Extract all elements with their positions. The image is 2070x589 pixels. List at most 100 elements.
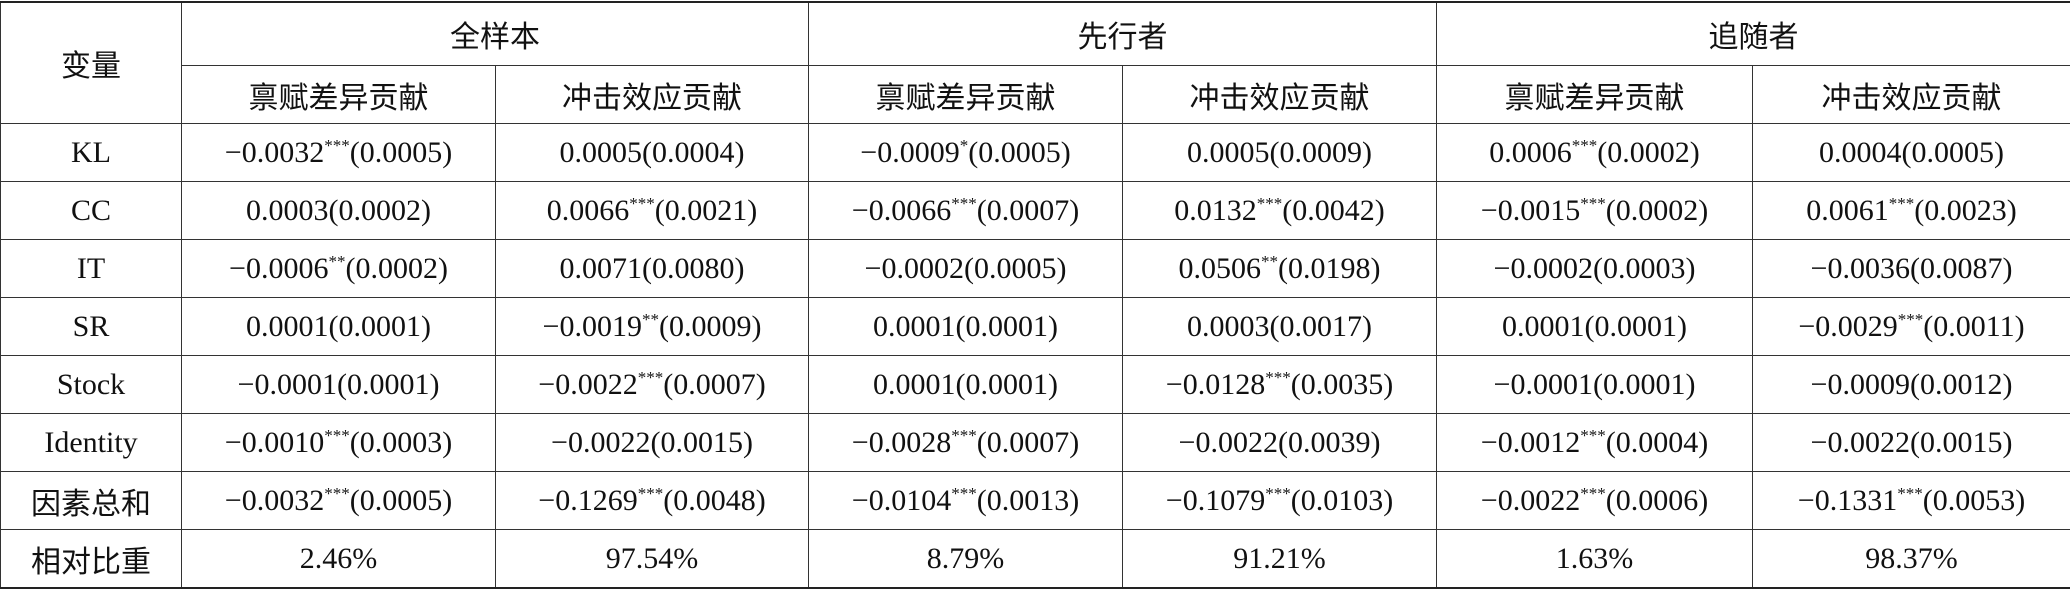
cell: 0.0005(0.0009) <box>1123 124 1437 182</box>
coefficient: −0.0012 <box>1481 426 1580 459</box>
coefficient: −0.0001 <box>1494 368 1593 401</box>
cell: 0.0003(0.0017) <box>1123 298 1437 356</box>
coefficient: 0.0066 <box>547 194 630 227</box>
significance: *** <box>1257 194 1283 213</box>
subheader: 禀赋差异贡献 <box>809 66 1123 124</box>
significance: *** <box>638 484 664 503</box>
coefficient: −0.0104 <box>852 484 951 517</box>
standard-error: (0.0003) <box>1593 252 1695 285</box>
standard-error: (0.0001) <box>337 368 439 401</box>
coefficient: 0.0132 <box>1174 194 1257 227</box>
header-row: 变量 全样本 先行者 追随者 <box>1 2 2070 66</box>
significance: *** <box>324 136 350 155</box>
significance: *** <box>951 194 977 213</box>
standard-error: (0.0001) <box>1585 310 1687 343</box>
significance: ** <box>642 310 659 329</box>
table-row: IT−0.0006**(0.0002)0.0071(0.0080)−0.0002… <box>1 240 2070 298</box>
standard-error: (0.0048) <box>663 484 765 517</box>
standard-error: (0.0005) <box>968 136 1070 169</box>
coefficient: −0.1331 <box>1798 484 1897 517</box>
standard-error: (0.0198) <box>1278 252 1380 285</box>
subheader: 冲击效应贡献 <box>1123 66 1437 124</box>
standard-error: (0.0009) <box>1270 136 1372 169</box>
coefficient: −0.0009 <box>1811 368 1910 401</box>
coefficient: 8.79% <box>927 542 1005 575</box>
cell: 0.0066***(0.0021) <box>496 182 809 240</box>
coefficient: 0.0003 <box>246 194 329 227</box>
cell: −0.0036(0.0087) <box>1753 240 2070 298</box>
coefficient: 1.63% <box>1556 542 1634 575</box>
standard-error: (0.0007) <box>977 426 1079 459</box>
standard-error: (0.0002) <box>345 252 447 285</box>
cell: 0.0003(0.0002) <box>182 182 496 240</box>
group-header: 全样本 <box>182 2 809 66</box>
row-label: KL <box>1 124 182 182</box>
cell: −0.0012***(0.0004) <box>1437 414 1753 472</box>
table-row: Stock−0.0001(0.0001)−0.0022***(0.0007)0.… <box>1 356 2070 414</box>
coefficient: −0.0010 <box>225 426 324 459</box>
cell: −0.0010***(0.0003) <box>182 414 496 472</box>
standard-error: (0.0021) <box>655 194 757 227</box>
cell: −0.0104***(0.0013) <box>809 472 1123 530</box>
coefficient: −0.0002 <box>865 252 964 285</box>
standard-error: (0.0004) <box>642 136 744 169</box>
coefficient: 0.0001 <box>873 368 956 401</box>
standard-error: (0.0007) <box>663 368 765 401</box>
coefficient: −0.0022 <box>538 368 637 401</box>
cell: −0.0066***(0.0007) <box>809 182 1123 240</box>
significance: *** <box>324 426 350 445</box>
row-label: IT <box>1 240 182 298</box>
significance: *** <box>1580 194 1606 213</box>
coefficient: −0.0022 <box>551 426 650 459</box>
coefficient: 2.46% <box>300 542 378 575</box>
standard-error: (0.0004) <box>1606 426 1708 459</box>
standard-error: (0.0002) <box>329 194 431 227</box>
significance: *** <box>1889 194 1915 213</box>
cell: −0.0002(0.0005) <box>809 240 1123 298</box>
cell: 0.0001(0.0001) <box>1437 298 1753 356</box>
significance: *** <box>1898 310 1924 329</box>
standard-error: (0.0087) <box>1910 252 2012 285</box>
standard-error: (0.0001) <box>956 368 1058 401</box>
significance: *** <box>1580 484 1606 503</box>
cell: 0.0506**(0.0198) <box>1123 240 1437 298</box>
cell: 8.79% <box>809 530 1123 589</box>
coefficient: −0.0032 <box>225 484 324 517</box>
cell: 0.0061***(0.0023) <box>1753 182 2070 240</box>
significance: *** <box>1572 136 1598 155</box>
coefficient: 0.0005 <box>1187 136 1270 169</box>
cell: −0.0001(0.0001) <box>182 356 496 414</box>
significance: *** <box>629 194 655 213</box>
coefficient: 0.0003 <box>1187 310 1270 343</box>
cell: 0.0001(0.0001) <box>809 298 1123 356</box>
standard-error: (0.0017) <box>1270 310 1372 343</box>
coefficient: −0.0036 <box>1811 252 1910 285</box>
subheader: 禀赋差异贡献 <box>1437 66 1753 124</box>
coefficient: 0.0004 <box>1819 136 1902 169</box>
cell: −0.0001(0.0001) <box>1437 356 1753 414</box>
coefficient: 0.0001 <box>246 310 329 343</box>
coefficient: 0.0006 <box>1489 136 1572 169</box>
coefficient: 0.0001 <box>1502 310 1585 343</box>
standard-error: (0.0042) <box>1282 194 1384 227</box>
coefficient: −0.0128 <box>1166 368 1265 401</box>
cell: −0.0002(0.0003) <box>1437 240 1753 298</box>
standard-error: (0.0001) <box>956 310 1058 343</box>
corner-header: 变量 <box>1 2 182 124</box>
table-row: KL−0.0032***(0.0005)0.0005(0.0004)−0.000… <box>1 124 2070 182</box>
significance: *** <box>1265 368 1291 387</box>
cell: −0.1269***(0.0048) <box>496 472 809 530</box>
cell: 0.0005(0.0004) <box>496 124 809 182</box>
subheader: 冲击效应贡献 <box>1753 66 2070 124</box>
coefficient: −0.0002 <box>1494 252 1593 285</box>
coefficient: −0.0022 <box>1481 484 1580 517</box>
standard-error: (0.0023) <box>1914 194 2016 227</box>
standard-error: (0.0005) <box>350 136 452 169</box>
coefficient: −0.1079 <box>1166 484 1265 517</box>
row-label: Stock <box>1 356 182 414</box>
row-label: SR <box>1 298 182 356</box>
significance: *** <box>638 368 664 387</box>
